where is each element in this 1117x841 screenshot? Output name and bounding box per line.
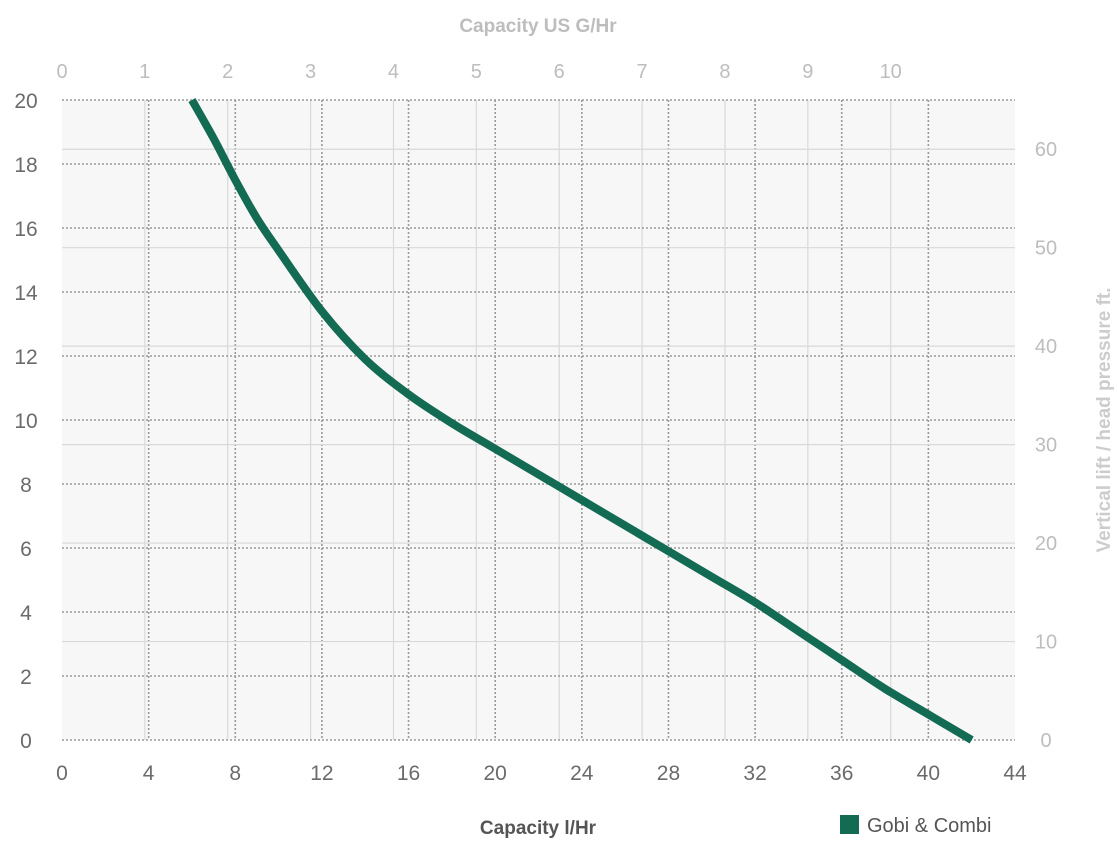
x2-tick-label: 2 xyxy=(222,61,233,83)
x2-tick-label: 9 xyxy=(802,61,813,83)
x2-axis-title: Capacity US G/Hr xyxy=(459,16,617,37)
x2-tick-label: 1 xyxy=(139,61,150,83)
x-tick-label: 28 xyxy=(657,762,680,785)
y2-tick-label: 20 xyxy=(1035,533,1057,555)
y2-tick-label: 50 xyxy=(1035,238,1057,260)
y-tick-label: 0 xyxy=(20,730,32,753)
x2-tick-label: 8 xyxy=(719,61,730,83)
x-tick-label: 32 xyxy=(743,762,766,785)
legend-swatch xyxy=(840,815,859,834)
x2-tick-label: 4 xyxy=(388,61,399,83)
x-tick-label: 20 xyxy=(484,762,507,785)
y-tick-label: 18 xyxy=(14,154,37,177)
y2-tick-label: 0 xyxy=(1040,730,1051,752)
y2-tick-label: 40 xyxy=(1035,336,1057,358)
x2-tick-label: 5 xyxy=(471,61,482,83)
x-tick-label: 8 xyxy=(229,762,241,785)
y-tick-label: 4 xyxy=(20,602,32,625)
y2-tick-label: 60 xyxy=(1035,139,1057,161)
x-tick-label: 16 xyxy=(397,762,420,785)
x2-tick-label: 6 xyxy=(554,61,565,83)
y-tick-label: 6 xyxy=(20,538,32,561)
x-tick-label: 4 xyxy=(143,762,155,785)
y-tick-label: 2 xyxy=(20,666,32,689)
x-tick-label: 40 xyxy=(917,762,940,785)
x-tick-label: 44 xyxy=(1003,762,1027,785)
x-tick-label: 0 xyxy=(56,762,68,785)
legend: Gobi & Combi xyxy=(840,815,992,837)
x2-tick-label: 0 xyxy=(56,61,67,83)
x2-tick-label: 10 xyxy=(880,61,902,83)
y-tick-label: 10 xyxy=(14,410,37,433)
x2-tick-label: 3 xyxy=(305,61,316,83)
y-tick-label: 8 xyxy=(20,474,32,497)
x-tick-label: 24 xyxy=(570,762,594,785)
y-tick-label: 14 xyxy=(14,282,38,305)
x-tick-label: 12 xyxy=(310,762,333,785)
x2-tick-label: 7 xyxy=(637,61,648,83)
y2-tick-label: 30 xyxy=(1035,435,1057,457)
y-tick-label: 20 xyxy=(14,90,37,113)
legend-label: Gobi & Combi xyxy=(867,815,992,837)
y2-tick-label: 10 xyxy=(1035,632,1057,654)
y2-axis-title: Vertical lift / head pressure ft. xyxy=(1094,287,1115,552)
y-tick-label: 16 xyxy=(14,218,37,241)
y-tick-label: 12 xyxy=(14,346,37,369)
x-tick-label: 36 xyxy=(830,762,853,785)
x-axis-title: Capacity l/Hr xyxy=(480,818,597,839)
